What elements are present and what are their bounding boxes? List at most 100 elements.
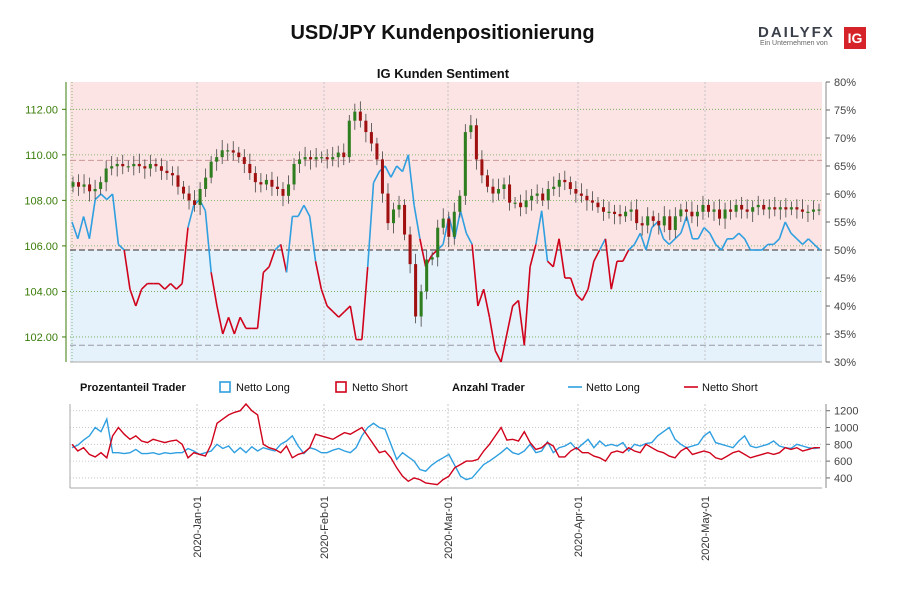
candle-body — [734, 204, 738, 212]
candle-body — [298, 159, 302, 164]
sentiment-line-segment — [517, 300, 526, 346]
sentiment-line-segment — [587, 261, 595, 290]
count-tick-label: 400 — [834, 473, 852, 485]
legend-long-box — [219, 381, 231, 393]
sentiment-line-segment — [361, 266, 369, 340]
sentiment-line-segment — [88, 199, 96, 239]
candle-body — [336, 152, 340, 158]
sentiment-line-segment — [732, 232, 740, 240]
sentiment-line-segment — [170, 283, 177, 290]
candle-body — [800, 209, 804, 212]
candle-body — [480, 159, 484, 176]
candle-body — [303, 157, 307, 160]
candle-body — [795, 207, 799, 210]
candle-body — [154, 163, 158, 167]
left-tick-label: 112.00 — [25, 104, 58, 116]
sentiment-line-segment — [674, 232, 682, 240]
sentiment-line-segment — [239, 316, 247, 329]
right-tick-label: 35% — [834, 329, 856, 341]
sentiment-line-segment — [332, 311, 340, 318]
count-tick-label: 600 — [834, 456, 852, 468]
candle-body — [646, 216, 650, 226]
candle-body — [579, 193, 583, 196]
candle-body — [181, 186, 186, 194]
sentiment-line-segment — [738, 232, 746, 240]
sentiment-line-segment — [222, 316, 230, 335]
candle-body — [104, 168, 108, 183]
candle-body — [248, 163, 252, 174]
sentiment-line-segment — [77, 216, 85, 240]
sentiment-line-segment — [645, 227, 653, 251]
candle-body — [430, 257, 434, 260]
candle-body — [170, 173, 174, 176]
candle-body — [762, 204, 766, 210]
right-tick-label: 60% — [834, 189, 856, 201]
sentiment-line-segment — [494, 350, 502, 363]
candle-body — [441, 218, 445, 228]
candle-body — [463, 132, 467, 196]
sentiment-line-segment — [790, 232, 798, 240]
candle-body — [425, 259, 429, 292]
candle-body — [198, 188, 202, 205]
short-zone-background — [70, 82, 822, 250]
candle-body — [380, 159, 384, 194]
x-tick-label: 2020-May-01 — [700, 496, 712, 561]
sentiment-line-segment — [326, 305, 334, 313]
sentiment-line-segment — [308, 216, 317, 262]
right-tick-label: 45% — [834, 273, 856, 285]
candle-body — [508, 184, 512, 203]
candle-body — [447, 218, 451, 237]
sentiment-line-segment — [279, 244, 288, 273]
left-tick-label: 102.00 — [24, 332, 58, 344]
sentiment-line-segment — [135, 288, 143, 307]
left-tick-label: 108.00 — [24, 195, 58, 207]
count-short-line — [71, 402, 820, 486]
sentiment-line-segment — [604, 238, 613, 290]
sentiment-line-segment — [500, 333, 508, 363]
candle-body — [148, 163, 152, 169]
right-tick-label: 30% — [834, 357, 856, 369]
candle-body — [635, 209, 639, 224]
candle-body — [745, 209, 749, 212]
sentiment-line-segment — [175, 283, 183, 290]
legend-pct-long-label: Netto Long — [236, 382, 290, 394]
sentiment-line-segment — [204, 210, 212, 273]
sentiment-line-segment — [164, 283, 172, 290]
sentiment-line-segment — [303, 204, 311, 217]
sentiment-line-segment — [639, 232, 647, 251]
candle-body — [751, 207, 755, 212]
candle-body — [99, 182, 103, 189]
candle-body — [231, 150, 235, 153]
sentiment-line-segment — [628, 243, 636, 251]
sentiment-line-segment — [593, 249, 601, 262]
sentiment-line-segment — [216, 305, 224, 335]
candle-body — [811, 209, 815, 212]
candle-body — [342, 152, 346, 158]
sentiment-line-segment — [477, 288, 485, 307]
x-tick-label: 2020-Jan-01 — [192, 496, 204, 558]
sentiment-line-segment — [512, 299, 520, 307]
sentiment-line-segment — [506, 305, 514, 335]
sentiment-line-segment — [598, 238, 607, 251]
sentiment-line-segment — [668, 238, 676, 245]
candle-body — [740, 204, 744, 210]
sentiment-line-segment — [390, 165, 398, 178]
candle-body — [77, 182, 81, 187]
sentiment-line-segment — [651, 221, 659, 229]
sentiment-line-segment — [366, 182, 375, 267]
candle-body — [640, 223, 644, 226]
count-tick-label: 800 — [834, 439, 852, 451]
candle-body — [436, 227, 440, 258]
sentiment-line-segment — [773, 238, 780, 245]
candle-body — [204, 177, 208, 189]
candle-body — [568, 182, 572, 189]
sentiment-line-segment — [796, 238, 804, 245]
candle-body — [601, 207, 606, 212]
candle-body — [414, 264, 418, 317]
candle-body — [624, 211, 628, 217]
candle-body — [419, 291, 423, 317]
candle-body — [657, 220, 661, 226]
candle-body — [684, 209, 688, 212]
sentiment-line-segment — [413, 205, 421, 239]
